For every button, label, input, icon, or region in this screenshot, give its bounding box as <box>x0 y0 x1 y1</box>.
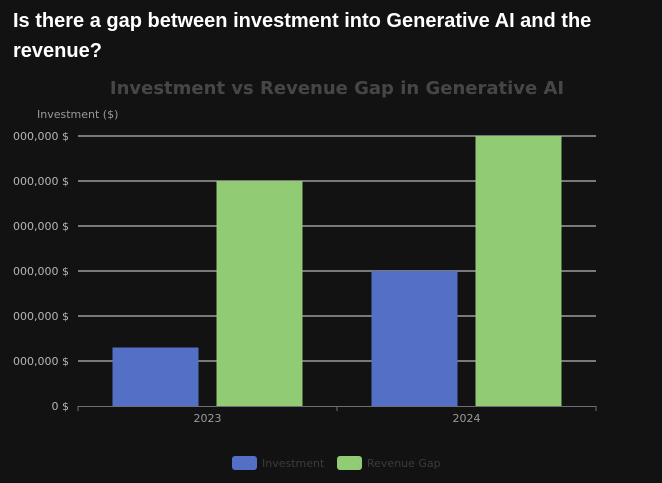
legend-label: Investment <box>262 457 325 470</box>
y-tick-label: 000,000 $ <box>13 130 69 143</box>
y-axis-ticks: 0 $ 000,000 $ 000,000 $ 000,000 $ 000,000 $ 0… <box>13 130 69 413</box>
legend: Investment Revenue Gap <box>232 456 441 470</box>
legend-swatch <box>232 456 257 470</box>
y-tick-label: 000,000 $ <box>13 355 69 368</box>
bar-investment-2024 <box>371 271 458 406</box>
y-tick-label: 000,000 $ <box>13 310 69 323</box>
x-axis: 2023 2024 <box>77 406 597 425</box>
x-tick-label: 2024 <box>453 412 481 425</box>
legend-item-revenue-gap[interactable]: Revenue Gap <box>337 456 441 470</box>
bar-revenue-gap-2024 <box>475 136 562 406</box>
legend-label: Revenue Gap <box>367 457 441 470</box>
legend-item-investment[interactable]: Investment <box>232 456 325 470</box>
y-tick-label: 0 $ <box>52 400 70 413</box>
question-heading: Is there a gap between investment into G… <box>13 10 592 62</box>
bar-investment-2023 <box>112 347 199 406</box>
bars <box>112 136 562 406</box>
y-tick-label: 000,000 $ <box>13 265 69 278</box>
y-tick-label: 000,000 $ <box>13 220 69 233</box>
bar-revenue-gap-2023 <box>216 181 303 406</box>
legend-swatch <box>337 456 362 470</box>
x-tick-label: 2023 <box>194 412 222 425</box>
chart-title: Investment vs Revenue Gap in Generative … <box>110 78 564 99</box>
y-axis-title: Investment ($) <box>37 108 118 121</box>
y-tick-label: 000,000 $ <box>13 175 69 188</box>
